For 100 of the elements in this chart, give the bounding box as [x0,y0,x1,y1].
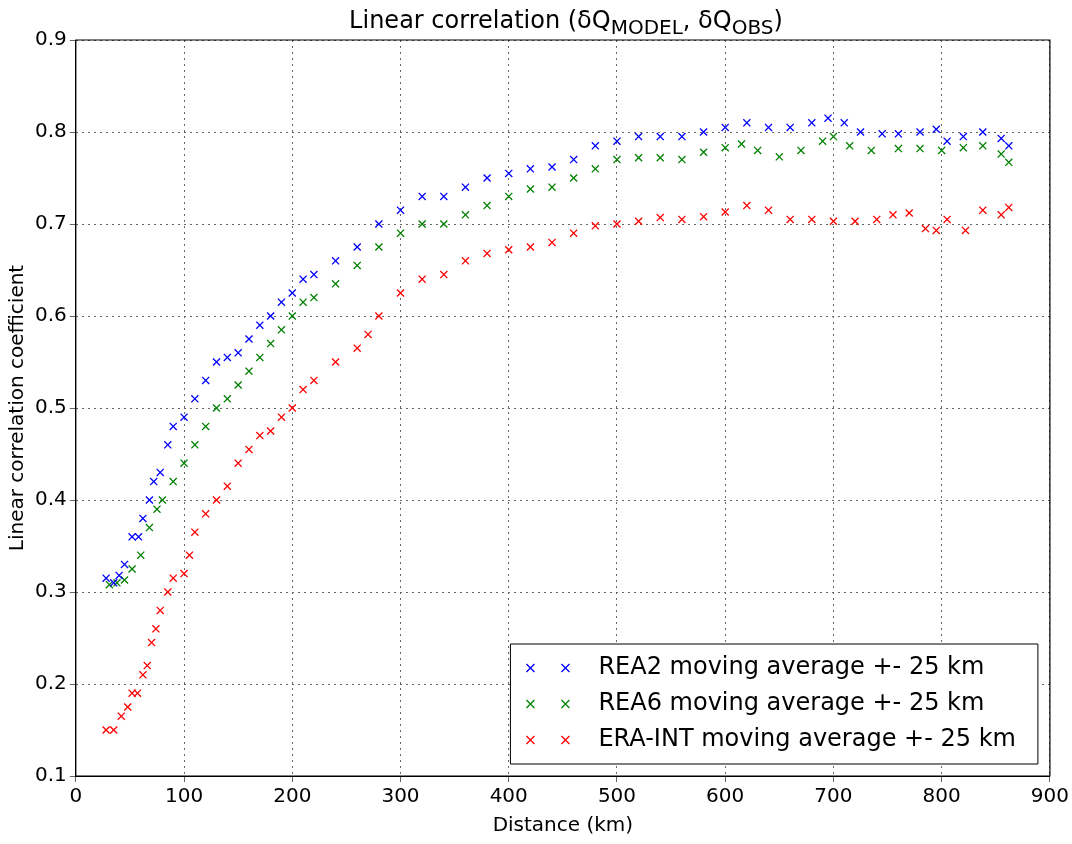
point [526,164,535,173]
legend-label: ERA-INT moving average +- 25 km [598,724,1016,753]
y-tick-label: 0.2 [34,670,67,695]
y-tick-label: 0.7 [34,210,67,235]
point [504,192,513,201]
point [845,141,854,150]
point [656,153,665,162]
point [439,219,448,229]
point [309,270,319,279]
y-tick-label: 0.5 [34,394,67,419]
point [818,137,827,146]
point [105,580,114,589]
point [277,325,286,334]
point [959,143,968,152]
point [721,123,730,132]
point [120,560,129,569]
point [547,183,557,192]
point [169,422,178,431]
point [163,440,172,449]
point [331,279,340,288]
point [212,357,221,367]
point [569,173,578,183]
point [212,403,221,413]
x-tick-label: 400 [489,783,528,808]
point [699,148,708,157]
point [138,514,148,523]
point [396,206,405,215]
point [266,339,275,348]
point [569,155,578,164]
point [439,192,448,201]
y-tick-label: 0.8 [34,118,67,143]
point [223,394,232,403]
point [288,288,297,298]
point [634,132,643,141]
legend-label: REA6 moving average +- 25 km [598,688,985,717]
point [101,574,111,583]
point [136,551,145,560]
x-tick-label: 200 [273,783,312,808]
x-tick-label: 0 [69,783,83,808]
x-tick-label: 800 [922,783,961,808]
point [997,149,1006,159]
point [656,132,665,141]
point [127,532,137,541]
point [109,578,118,587]
point [266,311,275,321]
point [201,376,210,385]
point [179,413,189,422]
point [114,571,124,580]
point [156,468,165,477]
x-tick-label: 300 [381,783,420,808]
y-tick-label: 0.9 [34,26,67,51]
point [721,143,730,152]
point [353,242,362,252]
point [244,367,254,376]
point [482,173,492,183]
point [937,146,946,155]
point [753,146,762,155]
point [149,477,158,486]
point [699,127,708,137]
point [255,353,264,362]
y-tick-label: 0.6 [34,302,67,327]
point [298,298,308,307]
point [867,146,876,155]
y-tick-label: 0.1 [34,762,67,787]
point [915,127,925,137]
point [591,164,600,173]
legend-label: REA2 moving average +- 25 km [598,652,985,681]
point [612,137,622,146]
point [856,127,865,137]
chart-title: Linear correlation (δQ$_{MODEL}$, δQ$_{OBS}$) [348,6,784,39]
point [179,459,189,468]
point [145,495,154,505]
y-tick-label: 0.3 [34,578,67,603]
point [591,141,600,150]
x-tick-label: 500 [597,783,637,808]
point [298,275,308,284]
point [134,532,143,541]
point [461,210,470,219]
point [997,134,1006,143]
x-axis-title: Distance (km) [492,812,634,837]
point [201,422,210,431]
point [840,118,849,127]
x-tick-label: 600 [706,783,745,808]
point [978,127,987,137]
point [417,192,427,201]
point [547,162,557,172]
point [634,153,643,162]
point [152,505,162,514]
point [915,144,925,153]
point [807,118,816,127]
point [1004,141,1013,150]
point [331,256,340,265]
point [233,348,243,357]
point [1004,158,1013,167]
point [190,394,200,403]
point [120,575,129,585]
point [677,155,687,164]
point [677,132,687,141]
point [112,578,122,587]
y-tick-label: 0.4 [34,486,67,511]
